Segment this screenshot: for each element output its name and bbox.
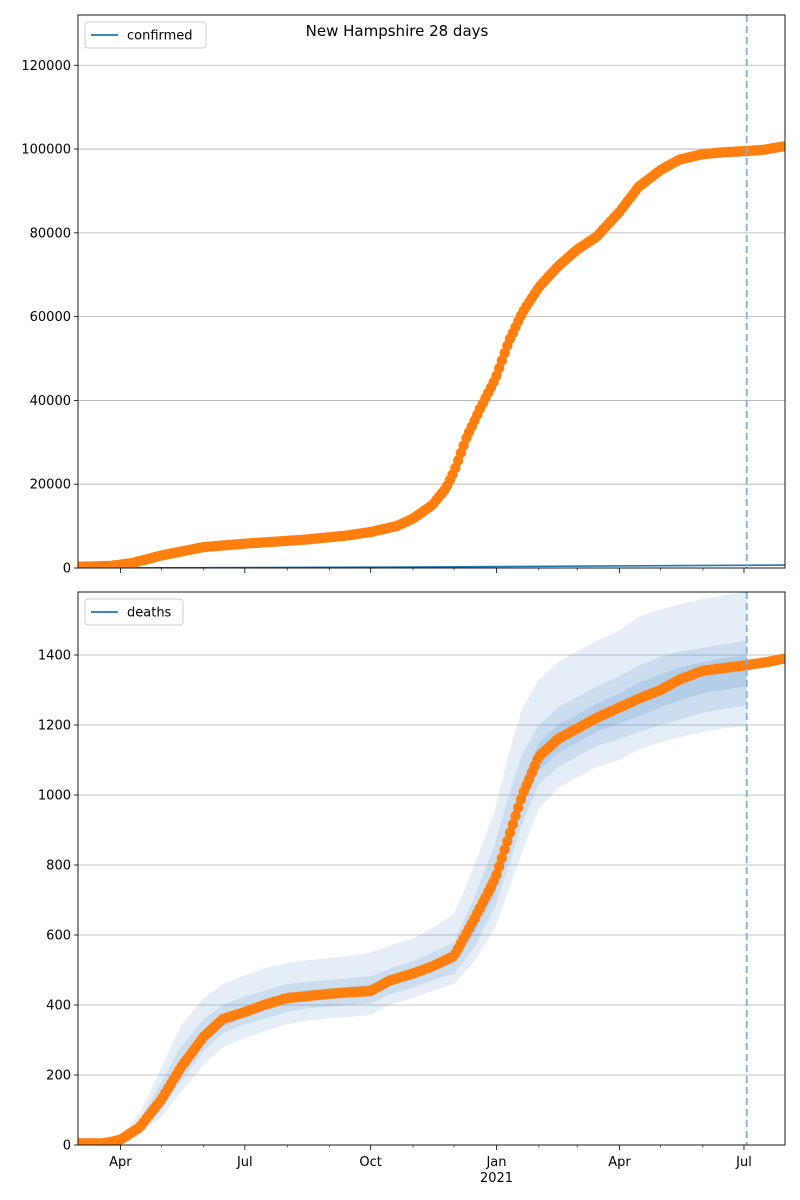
y-tick-label: 60000 xyxy=(30,310,71,325)
y-tick-label: 20000 xyxy=(30,478,71,493)
y-tick-label: 800 xyxy=(46,859,71,874)
x-tick-label: Oct xyxy=(359,1155,381,1170)
y-tick-label: 1000 xyxy=(38,789,71,804)
y-tick-label: 200 xyxy=(46,1069,71,1084)
x-tick-label: Apr xyxy=(608,1155,631,1170)
observed-point xyxy=(491,869,502,880)
observed-point xyxy=(510,810,521,822)
x-tick-label: Apr xyxy=(109,1155,132,1170)
plot-area xyxy=(78,592,785,1145)
y-tick-label: 100000 xyxy=(21,143,71,158)
legend-label: deaths xyxy=(127,606,172,621)
observed-point xyxy=(507,819,519,830)
x-tick-label: Jan xyxy=(485,1155,506,1170)
observed-point xyxy=(496,852,508,864)
y-tick-label: 1400 xyxy=(38,649,71,664)
confirmed-panel: 0 20000 40000 60000 80000 100000 120000 confirm… xyxy=(21,14,786,577)
observed-point xyxy=(778,141,785,152)
y-tick-label: 80000 xyxy=(30,226,71,241)
x-tick-label: Jul xyxy=(735,1155,752,1170)
observed-point xyxy=(494,861,505,872)
x-year-label: 2021 xyxy=(480,1171,513,1186)
legend-label: confirmed xyxy=(127,29,193,44)
axes-frame xyxy=(77,591,786,1146)
observed-point xyxy=(513,802,524,813)
y-tick-label: 1200 xyxy=(38,719,71,734)
observed-point xyxy=(504,827,516,838)
y-tick-label: 0 xyxy=(63,1139,71,1154)
uncertainty-band xyxy=(78,641,747,1145)
legend: deaths xyxy=(84,598,184,626)
y-tick-label: 0 xyxy=(63,562,71,577)
observed-point xyxy=(778,653,785,664)
y-tick-label: 600 xyxy=(46,929,71,944)
observed-point xyxy=(502,836,513,847)
observed-point xyxy=(499,844,510,855)
plot-area xyxy=(78,141,785,568)
legend-box xyxy=(84,598,184,626)
deaths-panel: 0 200 400 600 800 1000 1200 1400 deaths xyxy=(38,591,786,1154)
legend-box xyxy=(84,21,207,49)
y-tick-label: 120000 xyxy=(21,59,71,74)
chart-title: New Hampshire 28 days xyxy=(306,22,489,40)
y-tick-label: 400 xyxy=(46,999,71,1014)
axes-frame xyxy=(77,14,786,569)
x-axis-labels: Apr Jul Oct Jan Apr Jul 2021 xyxy=(109,1155,752,1186)
x-tick-label: Jul xyxy=(236,1155,253,1170)
y-tick-label: 40000 xyxy=(30,394,71,409)
legend: confirmed xyxy=(84,21,207,49)
